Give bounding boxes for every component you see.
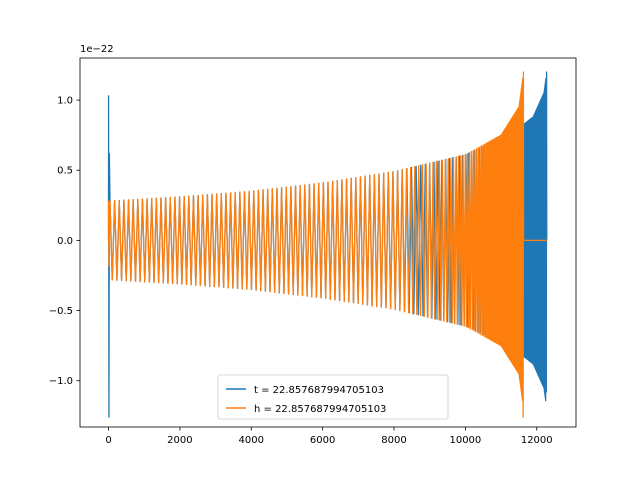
x-tick-label: 2000	[167, 435, 192, 446]
legend-entry-1: t = 22.857687994705103	[254, 385, 384, 396]
x-tick-label: 6000	[310, 435, 335, 446]
series-2	[107, 71, 547, 418]
legend: t = 22.857687994705103 h = 22.85768799470…	[217, 374, 449, 420]
plot-area	[107, 71, 548, 418]
y-tick-label: −1.0	[49, 376, 73, 387]
x-tick-label: 0	[105, 435, 111, 446]
series-line-2	[107, 71, 547, 418]
x-tick-label: 4000	[239, 435, 264, 446]
y-offset-label: 1e−22	[80, 44, 114, 55]
legend-entry-2: h = 22.857687994705103	[254, 404, 386, 415]
y-tick-label: 0.5	[57, 166, 73, 177]
y-tick-label: 0.0	[57, 236, 73, 247]
x-tick-label: 10000	[449, 435, 481, 446]
x-tick-label: 8000	[381, 435, 406, 446]
axes: 0 2000 4000 6000 8000 10000 12000 −1.0 −0.5 0.0 0.…	[49, 57, 577, 446]
x-tick-label: 12000	[521, 435, 553, 446]
axes-frame	[79, 57, 577, 428]
y-tick-label: 1.0	[57, 96, 73, 107]
y-tick-label: −0.5	[49, 306, 73, 317]
legend-box	[217, 374, 449, 420]
